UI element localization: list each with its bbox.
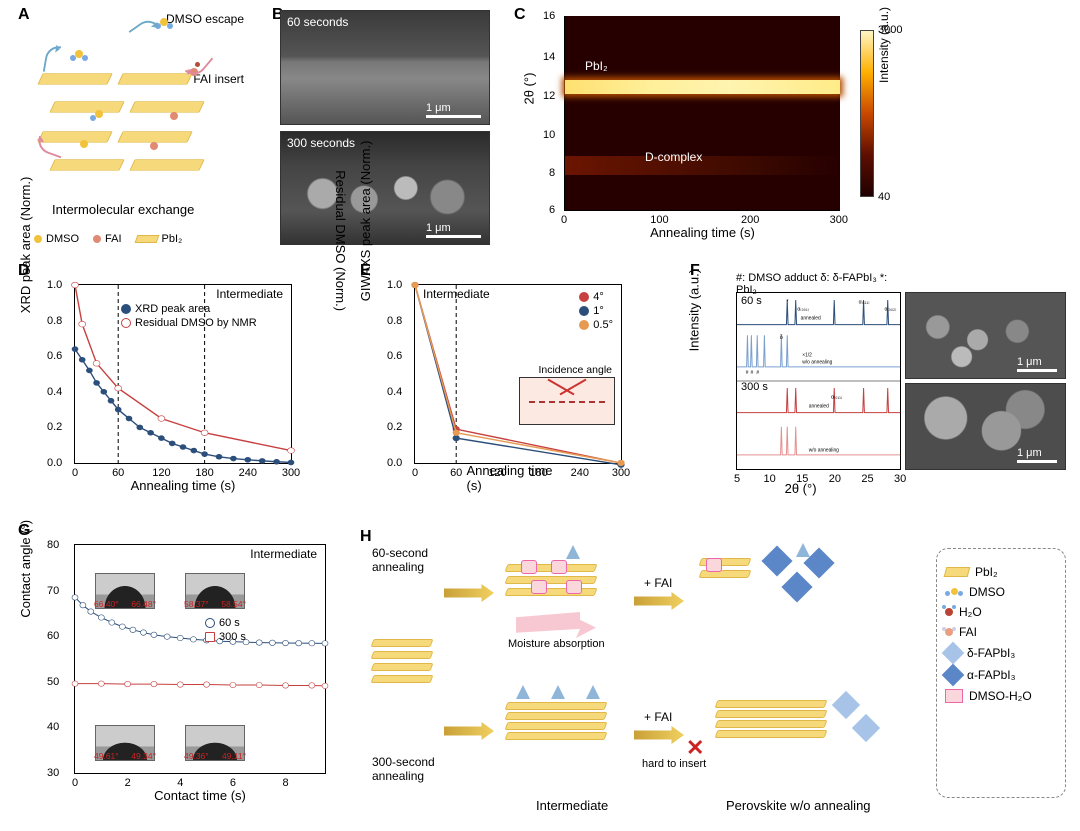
d-xlabel: Annealing time (s) [131, 478, 236, 493]
svg-text:w/o annealing: w/o annealing [809, 447, 839, 453]
f-ylabel: Intensity (a.u.) [687, 269, 702, 351]
svg-text:α₍₁₁₁₎: α₍₁₁₁₎ [859, 299, 870, 305]
a-bottom-title: Intermolecular exchange [52, 202, 194, 217]
a-leg-dmso: DMSO [34, 233, 79, 245]
h-arrow1 [444, 584, 494, 602]
label-A: A [18, 6, 30, 24]
h-delta2 [852, 714, 880, 742]
c-ylabel: 2θ (°) [522, 73, 537, 105]
panel-E-chart: Intermediate GIWAXS peak area (Norm.) An… [366, 270, 666, 500]
e-title: Intermediate [423, 287, 490, 301]
sem-300s: 300 seconds 1 μm [280, 131, 490, 246]
g-inset-tl: 66.40° 66.48° [95, 573, 155, 609]
c-annot-pbi2: PbI₂ [585, 59, 608, 73]
d-axes: Intermediate XRD peak area (Norm.) Resid… [74, 284, 292, 464]
g-inset-tr: 58.37° 58.54° [185, 573, 245, 609]
svg-text:α₍₀₀₁₎: α₍₀₀₁₎ [797, 306, 809, 312]
c-axes: PbI₂ D-complex 2θ (°) Annealing time (s)… [564, 16, 840, 211]
panel-H-schematic: 60-second annealing Moisture absorption … [366, 540, 1066, 815]
svg-text:w/o annealing: w/o annealing [802, 359, 832, 365]
scalebar-60s: 1 μm [426, 102, 481, 118]
e-inset: Incidence angle [519, 377, 615, 425]
g-legend: 60 s 300 s [205, 617, 246, 643]
c-annot-dcomplex: D-complex [645, 150, 702, 164]
h-sect-perovskite: Perovskite w/o annealing [726, 798, 871, 813]
a-fai-insert-label: FAI insert [193, 72, 244, 86]
e-ylabel: GIWAXS peak area (Norm.) [358, 141, 373, 302]
svg-text:×1/2: ×1/2 [802, 352, 812, 358]
svg-text:α₍₀₀₂₎: α₍₀₀₂₎ [884, 306, 896, 312]
g-inset-bl: 49.61° 49.34° [95, 725, 155, 761]
sem-300s-label: 300 seconds [287, 136, 355, 150]
h-moisture-label: Moisture absorption [508, 638, 605, 650]
c-xlabel: Annealing time (s) [650, 225, 755, 240]
a-dmso-escape-label: DMSO escape [166, 12, 244, 26]
f-sem-column: 1 μm 1 μm [905, 270, 1066, 500]
c-heatmap: PbI₂ D-complex [565, 16, 840, 210]
f-xrd: #: DMSO adduct δ: δ-FAPbI₃ *: PbI₂ α₍₀₀₁… [696, 270, 905, 500]
panel-G-chart: Intermediate Contact angle (°) Contact t… [26, 530, 336, 810]
svg-text:#: # [746, 370, 749, 376]
svg-text:#: # [751, 370, 754, 376]
sem-60s: 60 seconds 1 μm [280, 10, 490, 125]
f-scale-300: 1 μm [1017, 447, 1057, 463]
panel-A-schematic: DMSO escape FAI insert Intermolecular ex… [30, 10, 250, 245]
a-leg-fai: FAI [93, 233, 122, 245]
h-alpha2 [781, 571, 812, 602]
e-axes: Intermediate GIWAXS peak area (Norm.) An… [414, 284, 622, 464]
f-60s-label: 60 s [741, 295, 762, 307]
f-300s-label: 300 s [741, 381, 768, 393]
h-moisture-arrow [516, 612, 596, 638]
h-legend: PbI₂ DMSO H₂O FAI δ-FAPbI₃ α-FAPbI₃ DMSO… [936, 548, 1066, 798]
c-dcomplex-band [565, 156, 840, 175]
h-60s-label: 60-second annealing [372, 546, 428, 574]
panel-D-chart: Intermediate XRD peak area (Norm.) Resid… [26, 270, 336, 500]
scalebar-300s: 1 μm [426, 222, 481, 238]
h-arrow4 [634, 726, 684, 744]
h-initial-stack [372, 635, 432, 687]
h-alpha1 [761, 545, 792, 576]
c-cbar-min: 40 [878, 191, 890, 203]
h-delta1 [832, 691, 860, 719]
svg-text:δ: δ [780, 335, 783, 341]
svg-text:*: * [786, 299, 789, 305]
d-legend: XRD peak area Residual DMSO by NMR [121, 303, 257, 329]
h-300s-label: 300-second annealing [372, 755, 435, 783]
g-title: Intermediate [250, 547, 317, 561]
panel-B-sem: 60 seconds 1 μm 300 seconds 1 μm [280, 10, 490, 245]
svg-text:annealed: annealed [801, 315, 821, 321]
f-scale-60: 1 μm [1017, 356, 1057, 372]
g-xlabel: Contact time (s) [154, 788, 246, 803]
sem-60s-label: 60 seconds [287, 15, 348, 29]
g-axes: Intermediate Contact angle (°) Contact t… [74, 544, 326, 774]
g-ylabel: Contact angle (°) [18, 520, 33, 618]
h-fai-bot: + FAI [644, 710, 672, 724]
d-title: Intermediate [216, 287, 283, 301]
h-result-300 [716, 698, 826, 740]
svg-text:annealed: annealed [809, 403, 829, 409]
h-arrow3 [444, 722, 494, 740]
c-pbi2-band [565, 80, 840, 94]
g-inset-br: 49.36° 49.11° [185, 725, 245, 761]
panel-F: #: DMSO adduct δ: δ-FAPbI₃ *: PbI₂ α₍₀₀₁… [696, 270, 1066, 500]
d-ylabel: XRD peak area (Norm.) [18, 177, 33, 314]
a-leg-pbi2: PbI₂ [136, 233, 183, 245]
h-stack-300 [506, 700, 606, 742]
h-sect-intermediate: Intermediate [536, 798, 608, 813]
c-colorbar: 3000 40 Intensity (a.u.) [860, 16, 910, 211]
svg-text:#: # [756, 370, 759, 376]
f-sem-60s: 1 μm [905, 292, 1066, 379]
svg-text:α₍₀₁₁₎: α₍₀₁₁₎ [831, 394, 842, 400]
e-legend: 4° 1° 0.5° [579, 291, 613, 331]
h-arrow2 [634, 592, 684, 610]
f-sem-300s: 1 μm [905, 383, 1066, 470]
panel-C-heatmap: PbI₂ D-complex 2θ (°) Annealing time (s)… [520, 10, 910, 245]
h-hardinsert: hard to insert [642, 758, 706, 770]
c-cbar-label: Intensity (a.u.) [877, 6, 891, 82]
f-xlabel: 2θ (°) [785, 481, 817, 496]
e-inset-label: Incidence angle [538, 364, 612, 376]
e-xlabel: Annealing time (s) [467, 463, 570, 493]
h-fai-top: + FAI [644, 576, 672, 590]
d-ylabel-r: Residual DMSO (Norm.) [333, 170, 348, 311]
